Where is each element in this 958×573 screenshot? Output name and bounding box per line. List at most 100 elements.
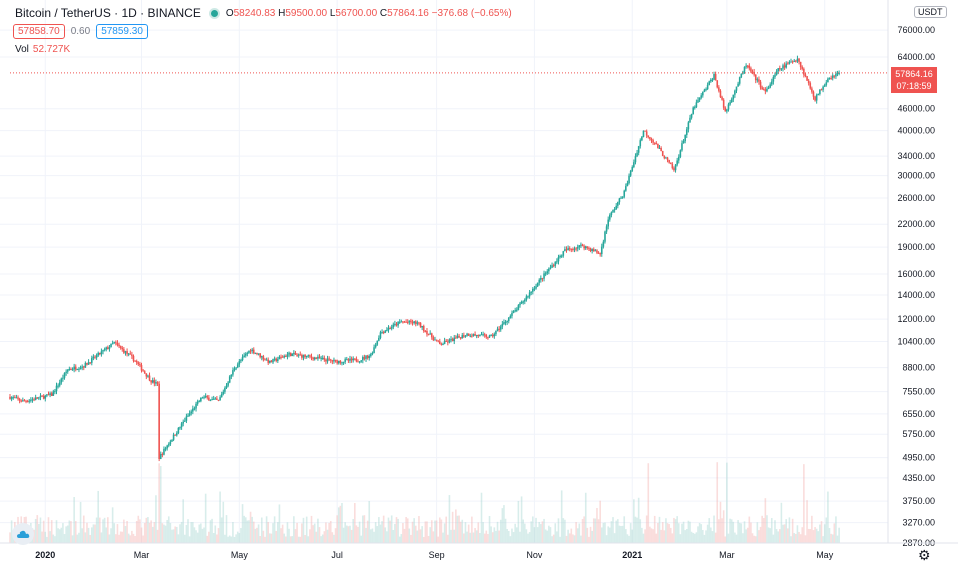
volume-bar — [538, 521, 541, 543]
candle-down — [592, 247, 595, 252]
candle-up — [732, 94, 735, 103]
candle-up — [195, 401, 197, 412]
candle-down — [315, 357, 318, 360]
volume-bar — [333, 534, 335, 543]
candle-up — [734, 89, 736, 98]
candle-up — [782, 63, 784, 72]
bar-countdown: 07:18:59 — [896, 80, 932, 91]
candle-up — [629, 169, 632, 178]
volume-bar — [525, 529, 528, 543]
candle-body — [722, 99, 725, 108]
candle-body — [260, 356, 263, 358]
tradingview-logo-icon[interactable] — [12, 523, 34, 545]
candle-up — [124, 350, 127, 356]
candle-body — [387, 328, 390, 331]
volume-bar — [235, 534, 237, 543]
volume-bar — [448, 495, 451, 543]
volume-bar — [778, 529, 781, 543]
candle-up — [548, 267, 550, 275]
candle-body — [434, 339, 436, 341]
volume-bar — [150, 520, 152, 543]
volume-legend: Vol 52.727K — [15, 44, 70, 55]
candle-body — [503, 322, 505, 324]
candle-down — [477, 334, 480, 339]
volume-bar — [649, 526, 651, 543]
volume-bar — [737, 520, 739, 543]
candle-body — [637, 146, 640, 153]
volume-bar — [94, 524, 96, 543]
candle-body — [17, 397, 19, 399]
candle-body — [676, 160, 678, 165]
volume-bar — [386, 531, 388, 543]
candle-down — [139, 361, 141, 367]
candle-body — [617, 202, 619, 206]
volume-bar — [650, 528, 653, 543]
candle-body — [269, 360, 271, 363]
volume-bar — [289, 536, 292, 543]
candle-body — [317, 356, 319, 359]
candle-body — [382, 332, 385, 334]
candle-up — [371, 351, 374, 356]
candle-up — [450, 336, 452, 343]
candle-down — [445, 338, 448, 342]
volume-bar — [674, 519, 677, 543]
candle-body — [642, 130, 645, 137]
candle-body — [490, 335, 492, 337]
candle-body — [368, 356, 371, 359]
candle-body — [305, 355, 308, 357]
volume-bar — [341, 502, 343, 543]
volume-bar — [320, 536, 322, 543]
volume-bar — [119, 531, 122, 543]
candle-body — [719, 90, 722, 98]
candle-body — [450, 338, 452, 340]
volume-bar — [807, 528, 810, 543]
symbol-title[interactable]: Bitcoin / TetherUS · 1D · BINANCE — [15, 6, 201, 20]
volume-bar — [309, 529, 311, 543]
candle-up — [567, 245, 569, 251]
volume-bar — [329, 520, 332, 543]
candle-body — [312, 357, 314, 360]
volume-bar — [209, 520, 212, 543]
candle-down — [129, 350, 132, 355]
volume-bar — [257, 524, 260, 543]
currency-label[interactable]: USDT — [914, 6, 947, 18]
candle-down — [23, 399, 26, 402]
volume-bar — [488, 515, 491, 543]
candle-body — [453, 337, 456, 342]
candle-body — [655, 143, 658, 145]
candle-body — [62, 377, 64, 379]
volume-bar — [47, 517, 50, 543]
candle-body — [512, 311, 515, 313]
volume-bar — [477, 522, 480, 543]
candle-body — [576, 247, 579, 249]
time-axis[interactable]: 2020 Mar May Jul Sep Nov 2021 Mar May — [35, 550, 833, 560]
candle-up — [517, 304, 520, 311]
candle-up — [269, 360, 271, 364]
candle-down — [660, 146, 662, 152]
volume-bar — [511, 528, 513, 543]
gear-icon[interactable]: ⚙ — [918, 547, 931, 563]
candle-body — [633, 162, 635, 167]
volume-bar — [123, 519, 125, 543]
time-tick-label: 2020 — [35, 550, 55, 560]
candle-down — [671, 162, 674, 170]
volume-bar — [447, 534, 449, 543]
candle-body — [775, 71, 778, 75]
candle-up — [254, 352, 257, 355]
candle-up — [200, 397, 202, 403]
volume-bar — [726, 462, 728, 543]
candle-body — [174, 434, 176, 436]
candle-up — [230, 374, 233, 380]
candle-body — [111, 343, 114, 345]
candle-up — [184, 417, 186, 422]
candle-body — [323, 357, 326, 360]
volume-bar — [515, 527, 518, 543]
volume-bar — [260, 517, 263, 543]
sell-button[interactable]: 57858.70 — [13, 24, 65, 39]
price-tick-label: 46000.00 — [897, 104, 935, 114]
volume-bar — [592, 518, 595, 543]
volume-bar — [158, 463, 160, 543]
buy-button[interactable]: 57859.30 — [96, 24, 148, 39]
candle-up — [392, 322, 395, 330]
